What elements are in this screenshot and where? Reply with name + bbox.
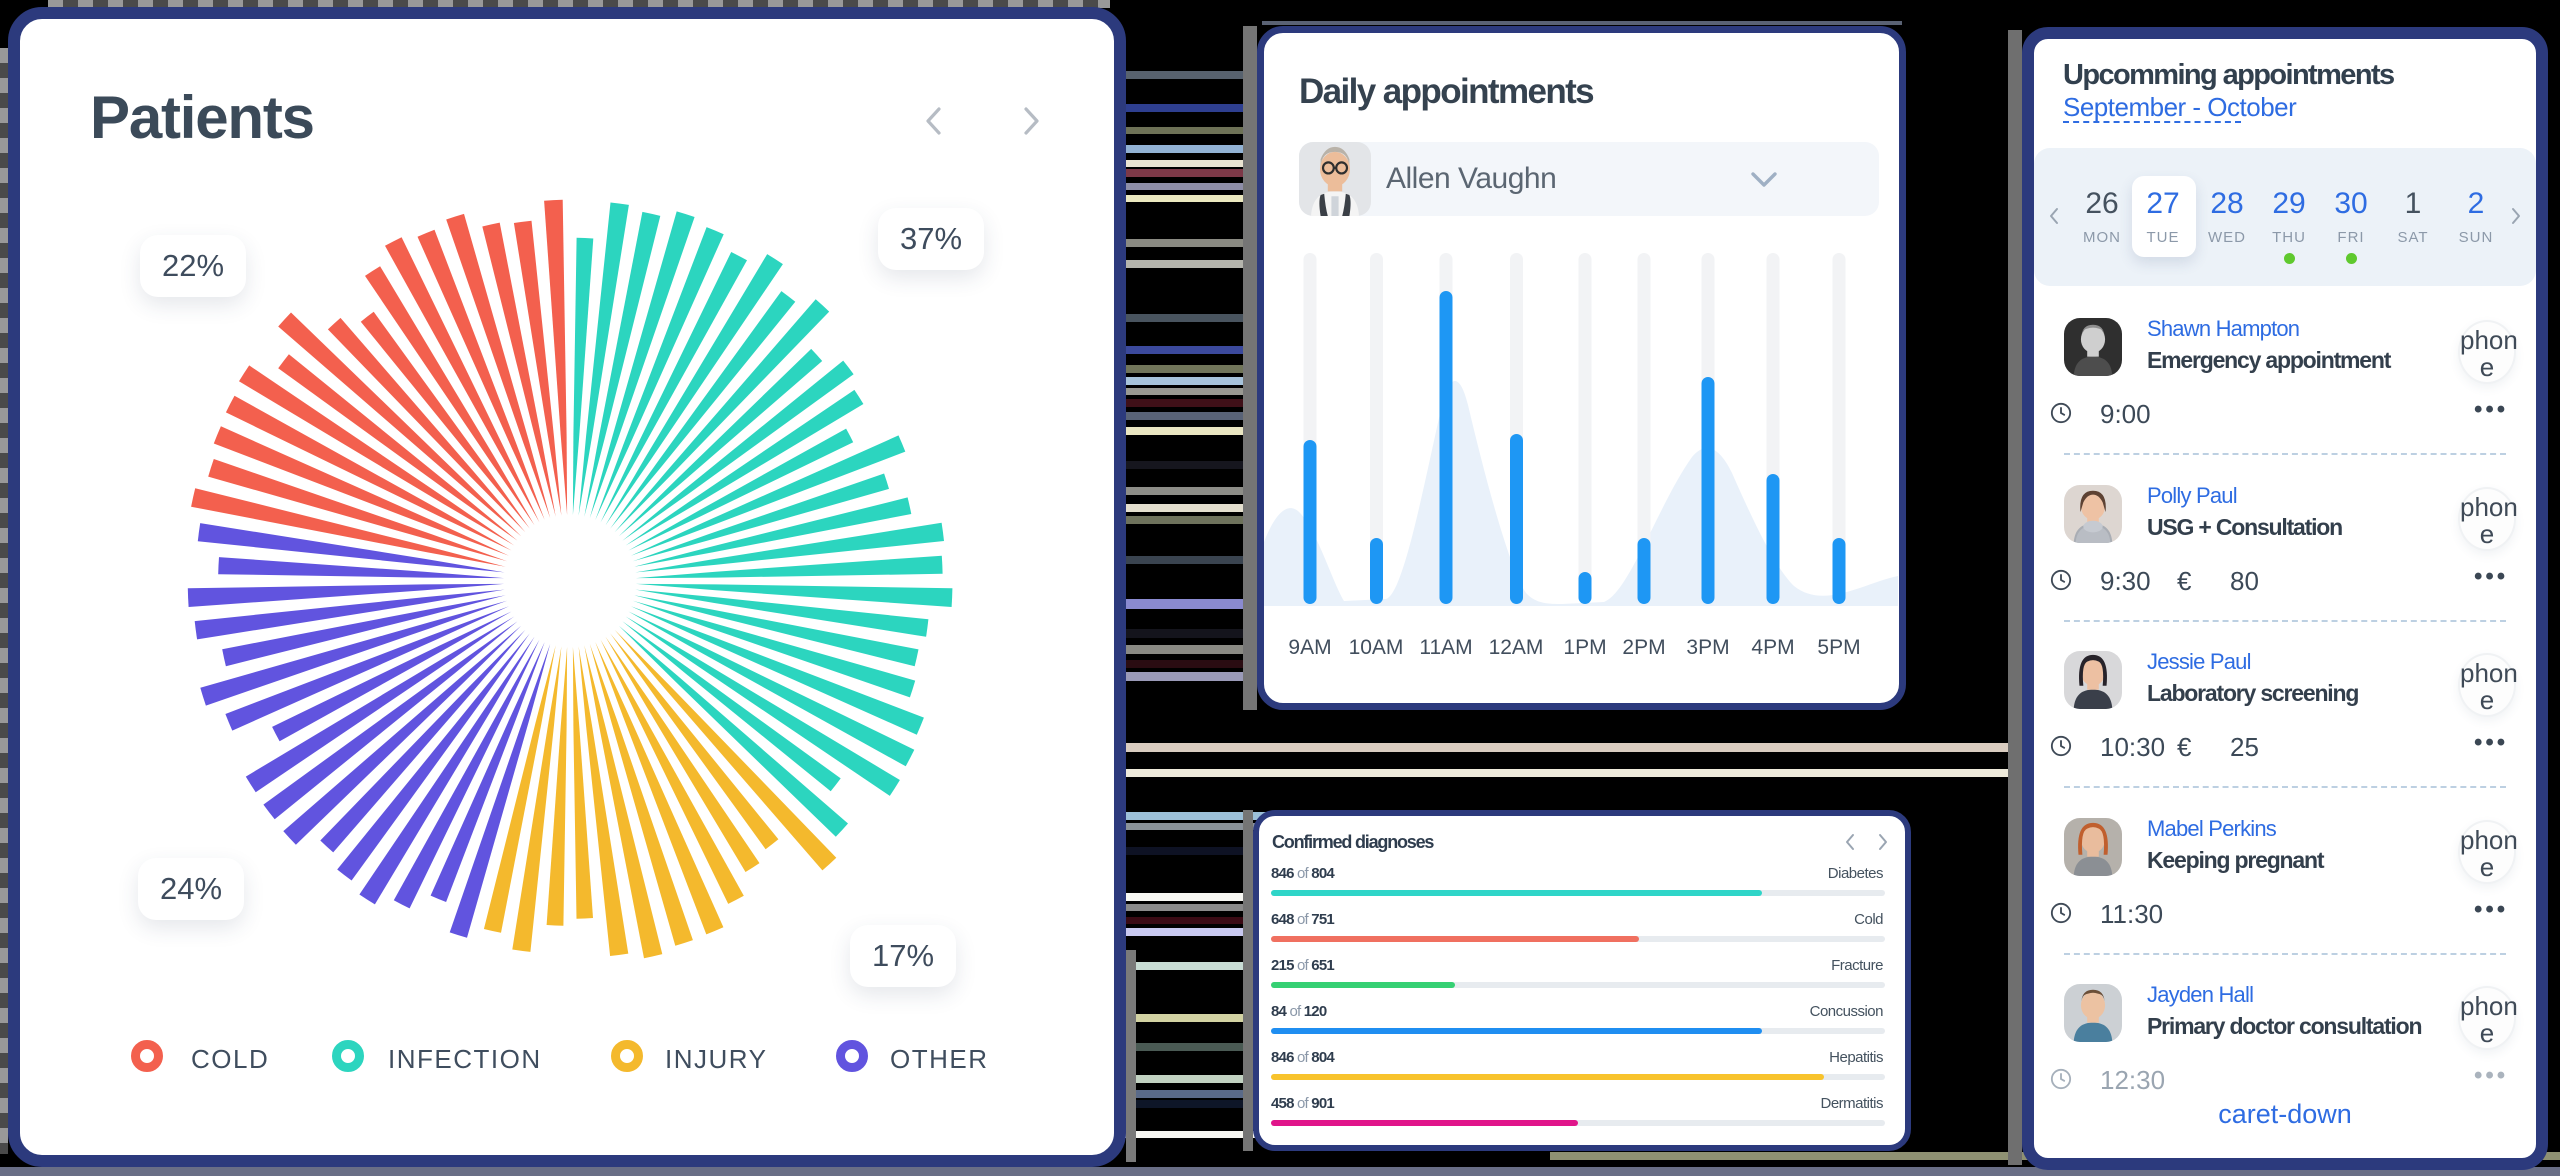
svg-text:10AM: 10AM [1349,636,1404,659]
svg-text:9AM: 9AM [1288,636,1331,659]
svg-text:1PM: 1PM [1563,636,1606,659]
svg-text:12AM: 12AM [1489,636,1544,659]
svg-text:3PM: 3PM [1686,636,1729,659]
svg-text:11AM: 11AM [1419,636,1472,659]
svg-text:5PM: 5PM [1817,636,1860,659]
svg-text:2PM: 2PM [1622,636,1665,659]
svg-text:4PM: 4PM [1751,636,1794,659]
